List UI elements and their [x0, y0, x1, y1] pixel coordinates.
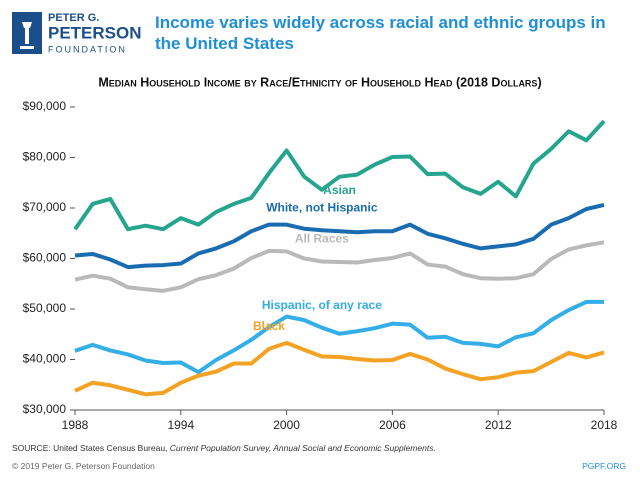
y-tick-label: $30,000	[23, 402, 67, 416]
x-tick-label: 2000	[273, 418, 300, 432]
logo-text: PETER G.	[48, 12, 99, 24]
x-tick-label: 2012	[485, 418, 512, 432]
logo-text: PETERSON	[48, 23, 142, 42]
series-label: Asian	[323, 183, 356, 197]
logo-torch	[20, 22, 34, 49]
y-tick-label: $40,000	[23, 352, 67, 366]
x-tick-label: 2006	[379, 418, 406, 432]
series-label: Hispanic, of any race	[262, 298, 382, 312]
x-tick-label: 1988	[62, 418, 89, 432]
source: SOURCE: United States Census Bureau, Cur…	[12, 443, 436, 453]
source-italic: Current Population Survey, Annual Social…	[169, 443, 436, 453]
series-line	[74, 240, 605, 293]
series-line	[74, 299, 604, 375]
source-text: SOURCE: United States Census Bureau,	[12, 443, 170, 453]
chart-subtitle: Median Household Income by Race/Ethnicit…	[98, 75, 541, 89]
copyright: © 2019 Peter G. Peterson Foundation	[12, 461, 155, 471]
y-tick-label: $90,000	[23, 99, 67, 113]
x-tick-label: 2018	[591, 418, 618, 432]
logo-text: FOUNDATION	[48, 44, 127, 54]
y-tick-label: $60,000	[23, 251, 67, 265]
y-tick-label: $80,000	[23, 150, 67, 164]
x-tick-label: 1994	[167, 418, 194, 432]
series-label: White, not Hispanic	[266, 200, 378, 214]
chart-title: Income varies widely across racial and e…	[155, 13, 606, 53]
chart: PETER G. PETERSON FOUNDATION Income vari…	[12, 12, 618, 432]
series-line	[73, 119, 606, 232]
y-tick-label: $50,000	[23, 301, 67, 315]
y-tick-label: $70,000	[23, 200, 67, 214]
site: PGPF.ORG	[582, 461, 626, 471]
series-label: Black	[253, 319, 285, 333]
series-line	[74, 203, 605, 270]
series-line	[74, 340, 605, 397]
series-label: All Races	[295, 232, 349, 246]
title-box: Income varies widely across racial and e…	[155, 13, 606, 53]
